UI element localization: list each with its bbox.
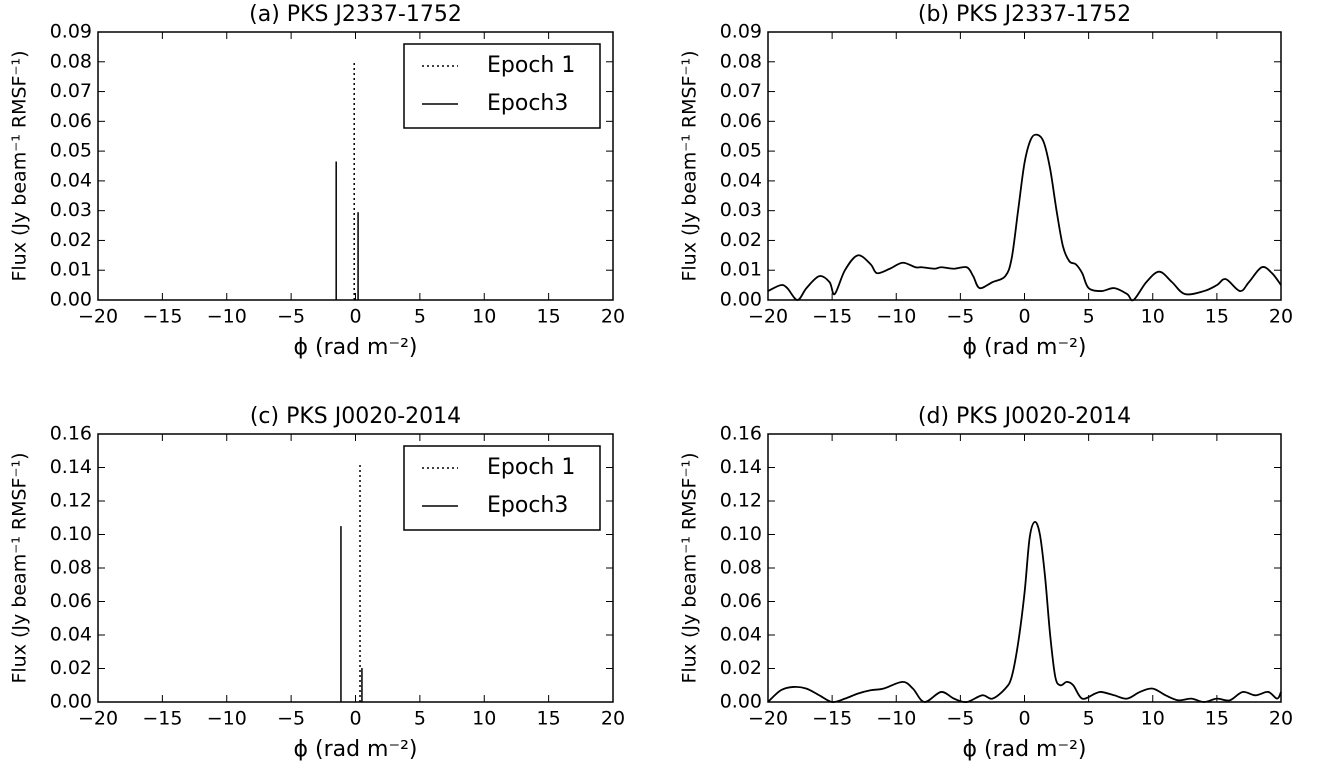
x-axis-label: ϕ (rad m⁻²)	[962, 335, 1086, 360]
legend-label: Epoch 1	[487, 53, 575, 78]
panel-title: (d) PKS J0020-2014	[918, 404, 1131, 429]
x-tick-label: −20	[78, 708, 118, 730]
y-tick-label: 0.05	[720, 140, 762, 162]
axes-frame	[767, 433, 1282, 703]
x-tick-label: 15	[537, 708, 561, 730]
x-axis-label: ϕ (rad m⁻²)	[962, 737, 1086, 762]
legend-label: Epoch3	[487, 493, 568, 518]
x-tick-label: −5	[277, 306, 305, 328]
y-tick-label: 0.04	[50, 169, 92, 191]
y-tick-label: 0.01	[50, 259, 92, 281]
axes-frame	[97, 433, 614, 703]
y-axis-label: Flux (Jy beam⁻¹ RMSF⁻¹)	[679, 452, 701, 683]
x-tick-label: 10	[472, 708, 496, 730]
y-tick-label: 0.00	[720, 691, 762, 713]
y-tick-label: 0.08	[720, 557, 762, 579]
x-tick-label: 0	[349, 306, 361, 328]
x-tick-label: 5	[414, 306, 426, 328]
x-tick-label: 10	[472, 306, 496, 328]
legend-label: Epoch 1	[487, 455, 575, 480]
x-tick-label: −10	[876, 708, 916, 730]
y-tick-label: 0.03	[720, 199, 762, 221]
x-tick-label: 15	[537, 306, 561, 328]
x-tick-label: −15	[812, 306, 852, 328]
y-tick-label: 0.10	[50, 523, 92, 545]
panel-title: (a) PKS J2337-1752	[249, 2, 462, 27]
y-tick-label: 0.08	[50, 50, 92, 72]
y-tick-label: 0.04	[720, 169, 762, 191]
x-tick-label: 5	[1083, 306, 1095, 328]
x-axis-label: ϕ (rad m⁻²)	[293, 737, 417, 762]
x-tick-label: 10	[1141, 708, 1165, 730]
y-tick-label: 0.03	[50, 199, 92, 221]
x-tick-label: 20	[601, 306, 625, 328]
y-tick-label: 0.09	[720, 21, 762, 43]
x-tick-label: 5	[414, 708, 426, 730]
x-tick-label: 20	[1269, 708, 1293, 730]
x-tick-label: −15	[142, 306, 182, 328]
y-tick-label: 0.00	[50, 289, 92, 311]
y-tick-label: 0.12	[50, 490, 92, 512]
legend-label: Epoch3	[487, 91, 568, 116]
x-tick-label: 0	[1018, 708, 1030, 730]
x-tick-label: −5	[277, 708, 305, 730]
y-tick-label: 0.04	[50, 624, 92, 646]
x-tick-label: 20	[601, 708, 625, 730]
panel-title: (b) PKS J2337-1752	[918, 2, 1131, 27]
y-tick-label: 0.06	[50, 110, 92, 132]
y-tick-label: 0.05	[50, 140, 92, 162]
axes-frame	[97, 31, 614, 301]
x-tick-label: −20	[748, 306, 788, 328]
y-tick-label: 0.06	[720, 590, 762, 612]
x-tick-label: −20	[78, 306, 118, 328]
x-tick-label: 0	[1018, 306, 1030, 328]
y-axis-label: Flux (Jy beam⁻¹ RMSF⁻¹)	[9, 452, 31, 683]
x-tick-label: −5	[946, 306, 974, 328]
x-tick-label: −20	[748, 708, 788, 730]
y-tick-label: 0.07	[50, 80, 92, 102]
y-tick-label: 0.12	[720, 490, 762, 512]
x-tick-label: 10	[1141, 306, 1165, 328]
x-tick-label: 5	[1083, 708, 1095, 730]
y-tick-label: 0.10	[720, 523, 762, 545]
y-tick-label: 0.01	[720, 259, 762, 281]
y-tick-label: 0.08	[720, 50, 762, 72]
x-tick-label: −15	[812, 708, 852, 730]
y-tick-label: 0.16	[50, 423, 92, 445]
y-tick-label: 0.06	[720, 110, 762, 132]
axes-frame	[767, 31, 1282, 301]
y-tick-label: 0.02	[50, 657, 92, 679]
y-axis-label: Flux (Jy beam⁻¹ RMSF⁻¹)	[679, 50, 701, 281]
x-tick-label: −10	[207, 306, 247, 328]
rm-spectrum-line	[767, 133, 1282, 302]
y-tick-label: 0.02	[50, 229, 92, 251]
y-tick-label: 0.08	[50, 557, 92, 579]
y-tick-label: 0.07	[720, 80, 762, 102]
y-tick-label: 0.00	[50, 691, 92, 713]
rm-spectrum-line	[767, 521, 1282, 703]
y-axis-label: Flux (Jy beam⁻¹ RMSF⁻¹)	[9, 50, 31, 281]
x-tick-label: 20	[1269, 306, 1293, 328]
legend-box	[403, 43, 601, 129]
x-axis-label: ϕ (rad m⁻²)	[293, 335, 417, 360]
y-tick-label: 0.09	[50, 21, 92, 43]
panel-title: (c) PKS J0020-2014	[250, 404, 461, 429]
y-tick-label: 0.04	[720, 624, 762, 646]
x-tick-label: −10	[876, 306, 916, 328]
x-tick-label: 15	[1205, 306, 1229, 328]
y-tick-label: 0.14	[50, 456, 92, 478]
y-tick-label: 0.02	[720, 657, 762, 679]
y-tick-label: 0.06	[50, 590, 92, 612]
x-tick-label: −10	[207, 708, 247, 730]
x-tick-label: 0	[349, 708, 361, 730]
x-tick-label: −5	[946, 708, 974, 730]
y-tick-label: 0.14	[720, 456, 762, 478]
x-tick-label: −15	[142, 708, 182, 730]
y-tick-label: 0.16	[720, 423, 762, 445]
y-tick-label: 0.00	[720, 289, 762, 311]
y-tick-label: 0.02	[720, 229, 762, 251]
x-tick-label: 15	[1205, 708, 1229, 730]
legend-box	[403, 445, 601, 531]
